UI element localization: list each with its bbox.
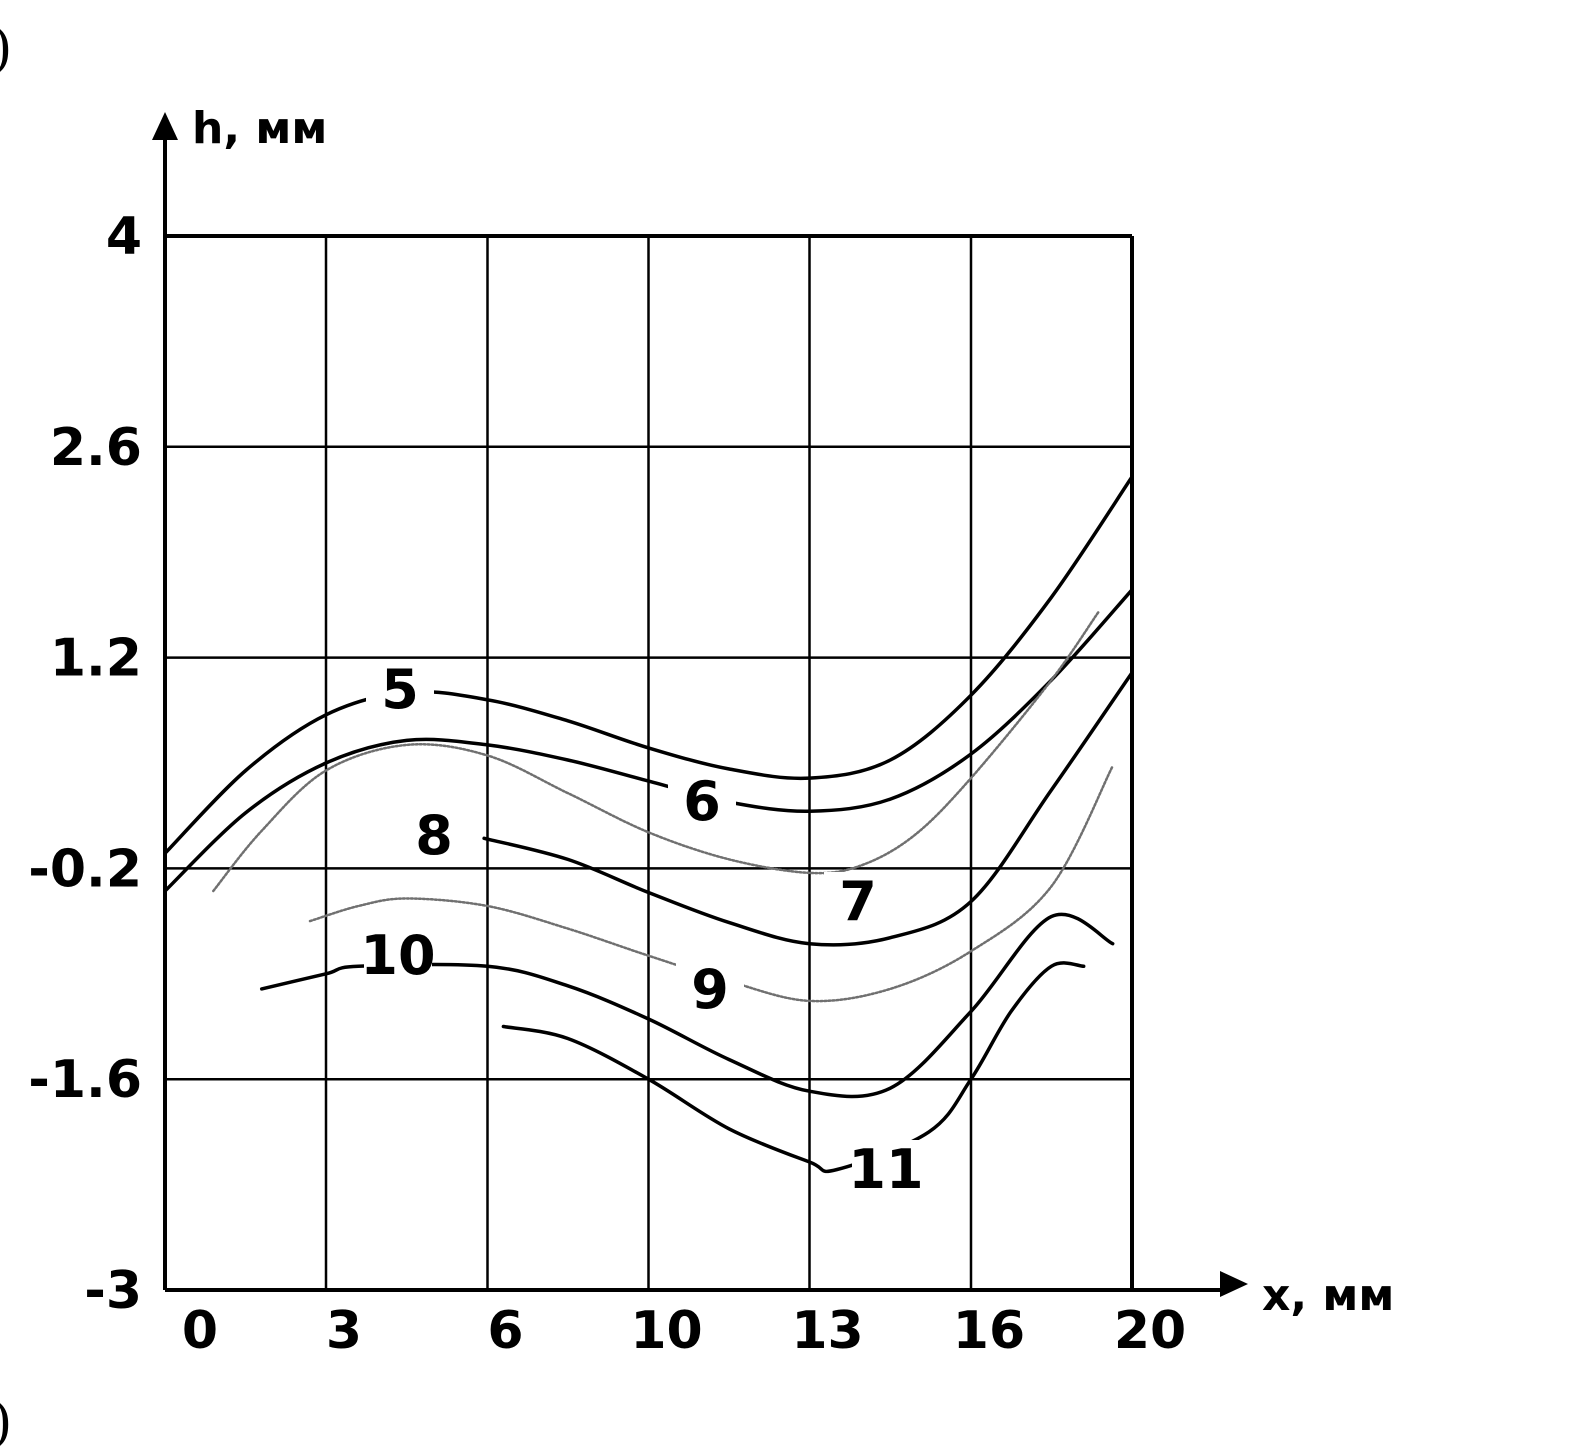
curve-label-bg xyxy=(366,660,434,718)
curve-label-10: 10 xyxy=(360,924,435,987)
series-line-5 xyxy=(163,475,1134,856)
curve-label-bg xyxy=(400,806,468,864)
y-axis-arrow xyxy=(152,112,178,140)
series-line-6 xyxy=(163,588,1134,893)
y-tick-label: -1.6 xyxy=(28,1050,142,1110)
y-tick-label: 4 xyxy=(106,207,142,267)
x-axis-arrow xyxy=(1220,1271,1248,1297)
y-tick-label: 1.2 xyxy=(50,629,142,689)
tick-labels: 4 2.6 1.2 -0.2 -1.6 -3 0 3 6 10 13 16 20 xyxy=(28,207,1186,1361)
x-tick-label: 20 xyxy=(1114,1301,1186,1361)
x-tick-label: 10 xyxy=(630,1301,702,1361)
x-tick-label: 16 xyxy=(953,1301,1025,1361)
x-tick-label: 13 xyxy=(791,1301,863,1361)
y-axis-title: h, мм xyxy=(192,103,327,154)
curve-labels: 5 6 7 8 9 10 11 xyxy=(360,658,923,1201)
x-tick-label: 6 xyxy=(487,1301,523,1361)
y-tick-label: 2.6 xyxy=(50,418,142,478)
grid xyxy=(163,234,1134,1292)
series-line-7 xyxy=(212,611,1100,893)
curve-label-bg xyxy=(364,926,432,984)
curve-label-5: 5 xyxy=(381,658,419,721)
series-line-10 xyxy=(259,912,1115,1099)
x-tick-label: 3 xyxy=(326,1301,362,1361)
series-line-11 xyxy=(501,961,1086,1174)
x-tick-label: 0 xyxy=(182,1301,218,1361)
axes: h, мм x, мм xyxy=(152,103,1394,1321)
curve-label-bg xyxy=(824,872,892,930)
corner-mark-bottom: ) xyxy=(0,1392,11,1448)
corner-mark-top: ) xyxy=(0,18,11,74)
series-line-8 xyxy=(482,670,1134,947)
curve-label-11: 11 xyxy=(848,1138,923,1201)
y-tick-label: -3 xyxy=(84,1261,142,1321)
curve-label-7: 7 xyxy=(839,870,877,933)
curve-label-6: 6 xyxy=(683,770,721,833)
curve-label-9: 9 xyxy=(691,958,729,1021)
curve-label-bg xyxy=(676,960,744,1018)
y-tick-label: -0.2 xyxy=(28,839,142,899)
curve-label-8: 8 xyxy=(415,804,453,867)
curve-label-bg xyxy=(852,1140,920,1198)
curve-label-bg xyxy=(668,772,736,830)
x-axis-title: x, мм xyxy=(1262,1270,1394,1321)
